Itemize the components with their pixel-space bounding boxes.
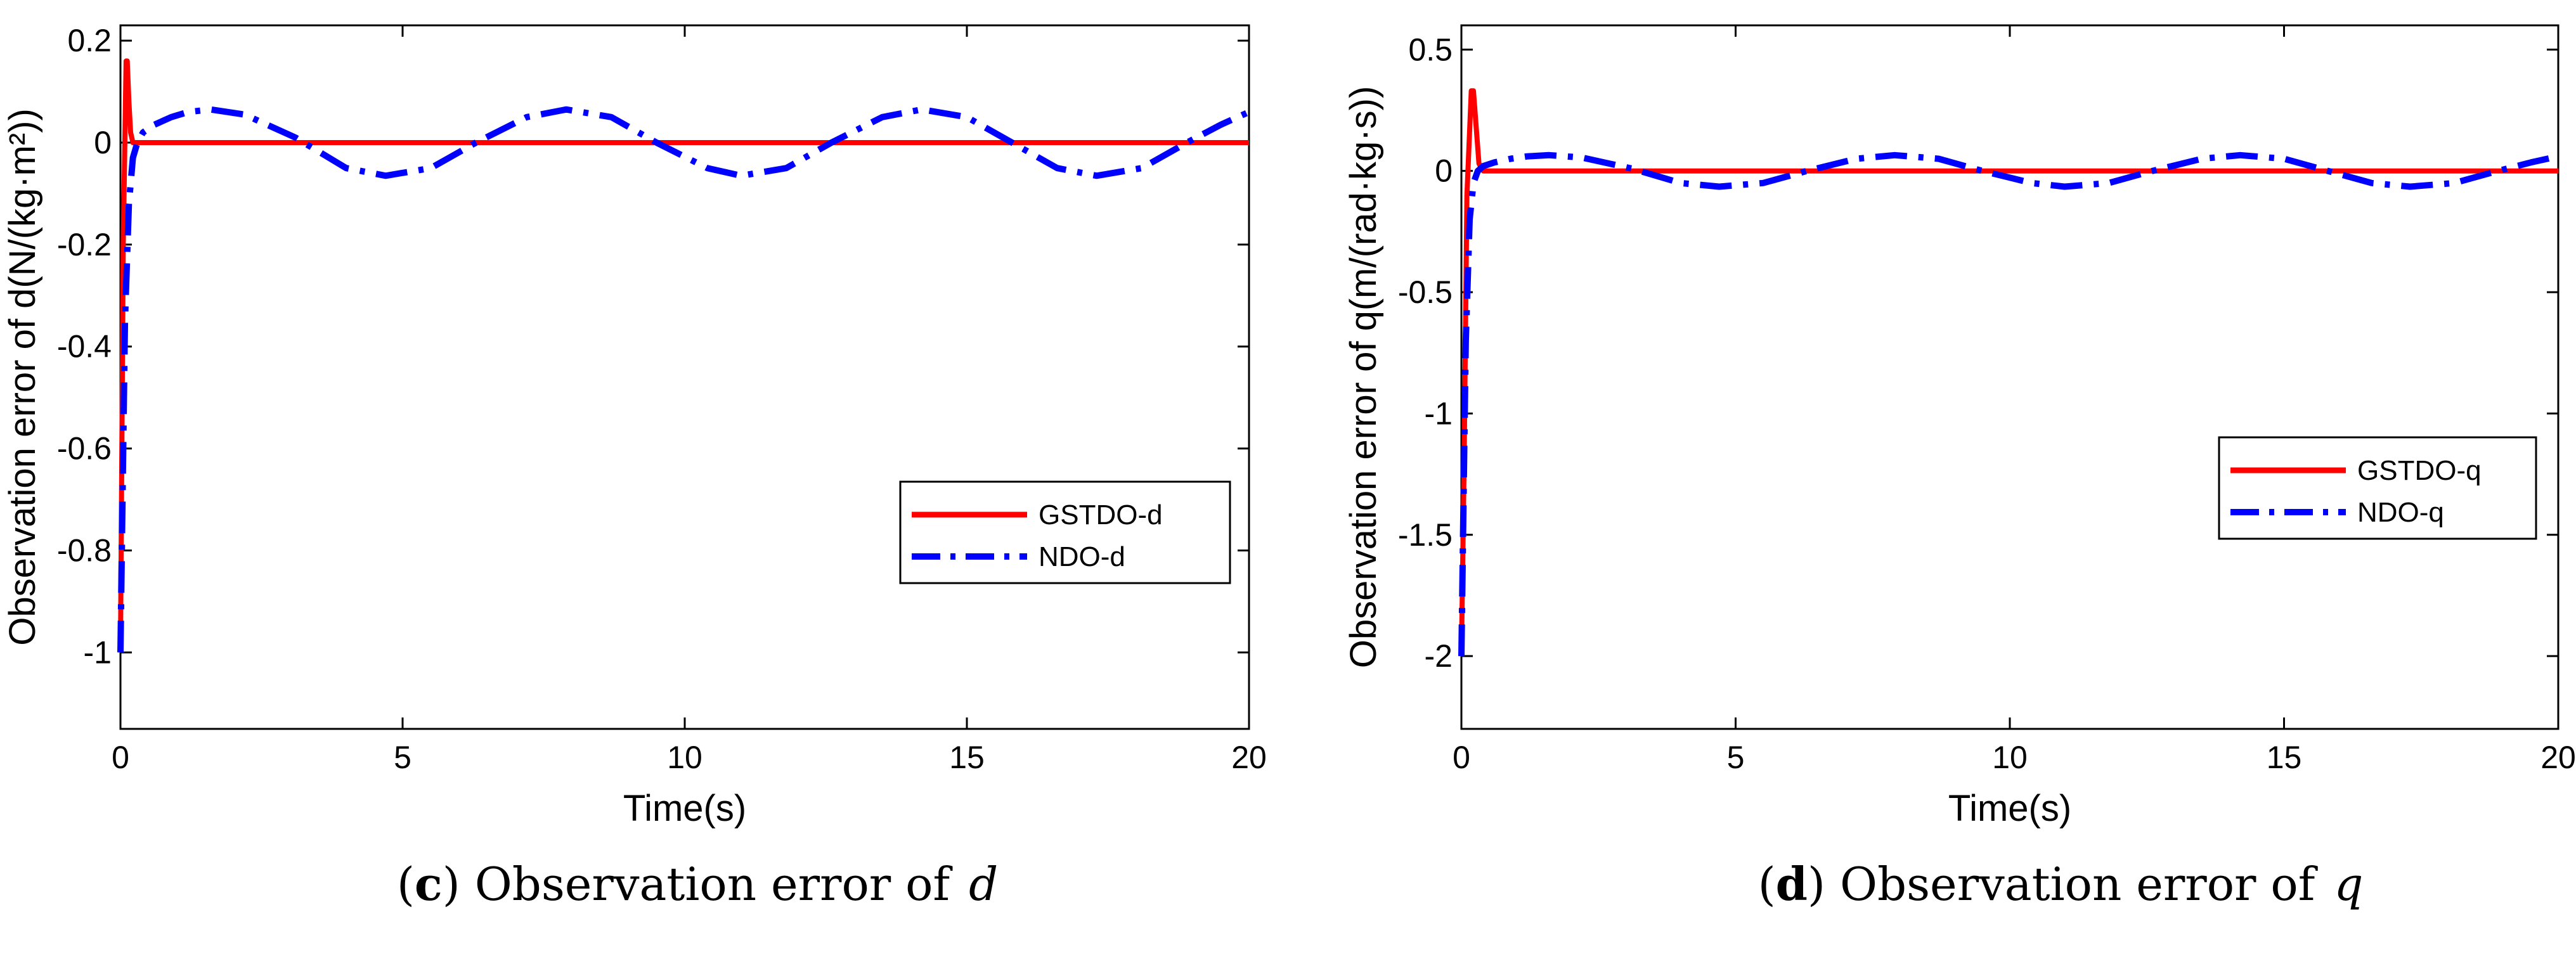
- y-tick-label: 0: [94, 125, 112, 160]
- caption-letter: d: [1776, 857, 1808, 911]
- x-tick-label: 0: [1453, 740, 1470, 775]
- y-tick-label: -0.5: [1398, 274, 1453, 310]
- legend-label-gstdo-q: GSTDO-q: [2357, 455, 2482, 486]
- x-tick-label: 5: [394, 740, 411, 775]
- x-tick-label: 20: [1231, 740, 1267, 775]
- x-tick-label: 10: [1992, 740, 2028, 775]
- x-tick-label: 5: [1727, 740, 1745, 775]
- legend-label-ndo-q: NDO-q: [2357, 497, 2444, 528]
- x-tick-label: 10: [667, 740, 702, 775]
- y-axis-label: Observation error of q(m/(rad·kg·s)): [1343, 86, 1384, 669]
- y-tick-label: 0.2: [67, 23, 112, 58]
- legend-box: [899, 480, 1231, 584]
- y-tick-label: -1: [1425, 395, 1453, 431]
- y-tick-label: -1.5: [1398, 517, 1453, 553]
- series-line-ndo-q: [1458, 151, 2560, 657]
- x-axis-label: Time(s): [1948, 788, 2071, 829]
- chart-c: 0 5 10 15 20 0.2 0 -0.2 -0.4 -0.6 -0.8 -1 Time(s) Obs…: [2, 23, 1267, 911]
- y-tick-label: 0: [1435, 153, 1453, 189]
- caption-close-paren: ): [1808, 858, 1840, 911]
- caption-open-paren: (: [397, 858, 415, 911]
- caption-close-paren: ): [443, 858, 475, 911]
- caption-text: Observation error of: [1840, 858, 2318, 911]
- series-line-gstdo-d: [118, 58, 1249, 653]
- y-tick-label: -0.4: [57, 329, 112, 364]
- caption-open-paren: (: [1758, 858, 1776, 911]
- y-tick-label: -0.6: [57, 431, 112, 466]
- legend-label-ndo-d: NDO-d: [1039, 541, 1125, 572]
- caption-symbol: d: [969, 858, 998, 911]
- chart-d: 0 5 10 15 20 0.5 0 -0.5 -1 -1.5 -2 Time(s) Observati…: [1343, 24, 2576, 911]
- x-tick-label: 20: [2540, 740, 2576, 775]
- figure-caption: (d) Observation error of q: [1758, 857, 2364, 911]
- y-tick-label: -0.2: [57, 227, 112, 262]
- caption-letter: c: [415, 857, 443, 911]
- legend: GSTDO-q NDO-q: [2218, 436, 2537, 540]
- x-tick-label: 15: [2267, 740, 2302, 775]
- caption-symbol: q: [2334, 858, 2363, 911]
- legend-box: [2218, 436, 2537, 540]
- legend-label-gstdo-d: GSTDO-d: [1039, 499, 1163, 531]
- y-tick-label: -2: [1425, 638, 1453, 674]
- caption-text: Observation error of: [475, 858, 953, 911]
- x-tick-label: 15: [949, 740, 985, 775]
- y-tick-label: 0.5: [1408, 32, 1453, 67]
- figure-caption: (c) Observation error of d: [397, 857, 998, 911]
- x-axis-label: Time(s): [623, 788, 746, 829]
- y-axis-label: Observation error of d(N/(kg·m²)): [2, 108, 43, 646]
- legend: GSTDO-d NDO-d: [899, 480, 1231, 584]
- y-tick-label: -1: [84, 634, 112, 670]
- y-tick-label: -0.8: [57, 532, 112, 568]
- series-line-ndo-d: [117, 106, 1251, 653]
- x-tick-label: 0: [112, 740, 129, 775]
